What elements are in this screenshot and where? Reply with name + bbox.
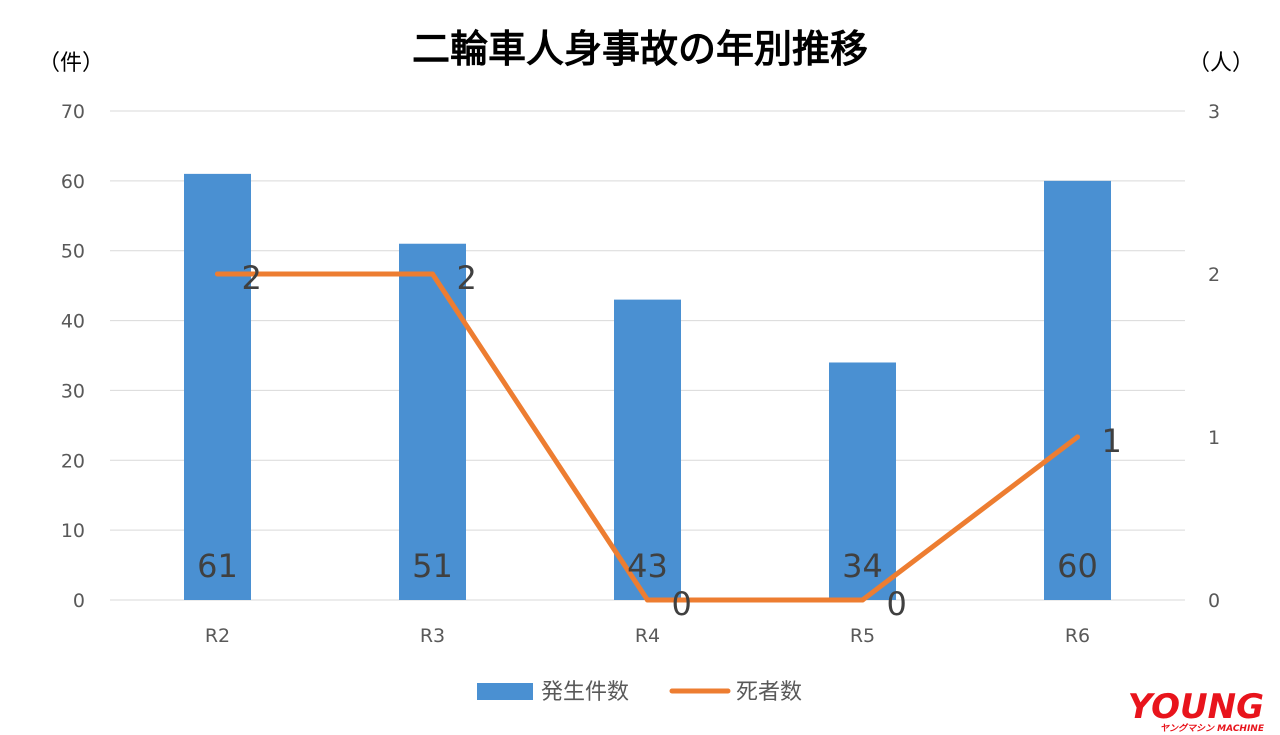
line-value-label: 1 xyxy=(1102,422,1122,460)
line-point xyxy=(1075,434,1080,440)
line-series xyxy=(215,271,1080,603)
bar-value-label: 43 xyxy=(627,547,668,585)
x-axis-categories: R2 R3 R4 R5 R6 xyxy=(205,625,1090,647)
y-left-tick-label: 50 xyxy=(61,241,85,263)
bar xyxy=(184,173,251,600)
x-category-label: R5 xyxy=(850,625,875,647)
line-value-label: 2 xyxy=(242,259,262,297)
y-left-tick-label: 10 xyxy=(61,520,85,542)
bar xyxy=(829,362,896,600)
y-left-tick-label: 20 xyxy=(61,450,85,472)
line-point xyxy=(430,271,435,277)
y-right-tick-label: 3 xyxy=(1208,101,1220,123)
bar xyxy=(614,299,681,600)
line-data-labels: 2 2 0 0 1 xyxy=(242,259,1122,623)
y-left-tick-label: 40 xyxy=(61,311,85,333)
legend-swatch-bar xyxy=(477,683,533,700)
bar xyxy=(399,243,466,600)
y-left-tick-label: 70 xyxy=(61,101,85,123)
x-category-label: R4 xyxy=(635,625,660,647)
y-left-tick-label: 30 xyxy=(61,380,85,402)
x-category-label: R2 xyxy=(205,625,230,647)
y-left-unit: （件） xyxy=(38,51,104,76)
y-right-unit: （人） xyxy=(1188,51,1254,76)
bar-value-label: 51 xyxy=(412,547,453,585)
x-category-label: R6 xyxy=(1065,625,1090,647)
y-left-tick-label: 60 xyxy=(61,171,85,193)
legend: 発生件数 死者数 xyxy=(477,680,802,705)
line-value-label: 0 xyxy=(887,585,907,623)
bar-value-label: 34 xyxy=(842,547,883,585)
y-right-tick-label: 2 xyxy=(1208,264,1220,286)
line-value-label: 2 xyxy=(457,259,477,297)
bar xyxy=(1044,180,1111,600)
y-left-tick-label: 0 xyxy=(73,590,85,612)
y-right-ticks: 0 1 2 3 xyxy=(1208,101,1220,612)
legend-label: 死者数 xyxy=(736,680,802,705)
line-point xyxy=(860,597,865,603)
bar-value-label: 60 xyxy=(1057,547,1098,585)
line-point xyxy=(645,597,650,603)
line-point xyxy=(215,271,220,277)
bar-series xyxy=(184,173,1111,600)
chart-title: 二輪車人身事故の年別推移 xyxy=(412,27,868,71)
line-value-label: 0 xyxy=(672,585,692,623)
bar-value-label: 61 xyxy=(197,547,238,585)
bar-data-labels: 61 51 43 34 60 xyxy=(197,547,1098,585)
x-category-label: R3 xyxy=(420,625,445,647)
logo-sub-text: ヤングマシン MACHINE xyxy=(1160,723,1265,734)
y-right-tick-label: 1 xyxy=(1208,427,1220,449)
brand-logo: YOUNG ヤングマシン MACHINE xyxy=(1128,687,1265,734)
legend-label: 発生件数 xyxy=(541,680,629,705)
y-right-tick-label: 0 xyxy=(1208,590,1220,612)
logo-main-text: YOUNG xyxy=(1128,687,1264,727)
y-left-ticks: 0 10 20 30 40 50 60 70 xyxy=(61,101,85,612)
